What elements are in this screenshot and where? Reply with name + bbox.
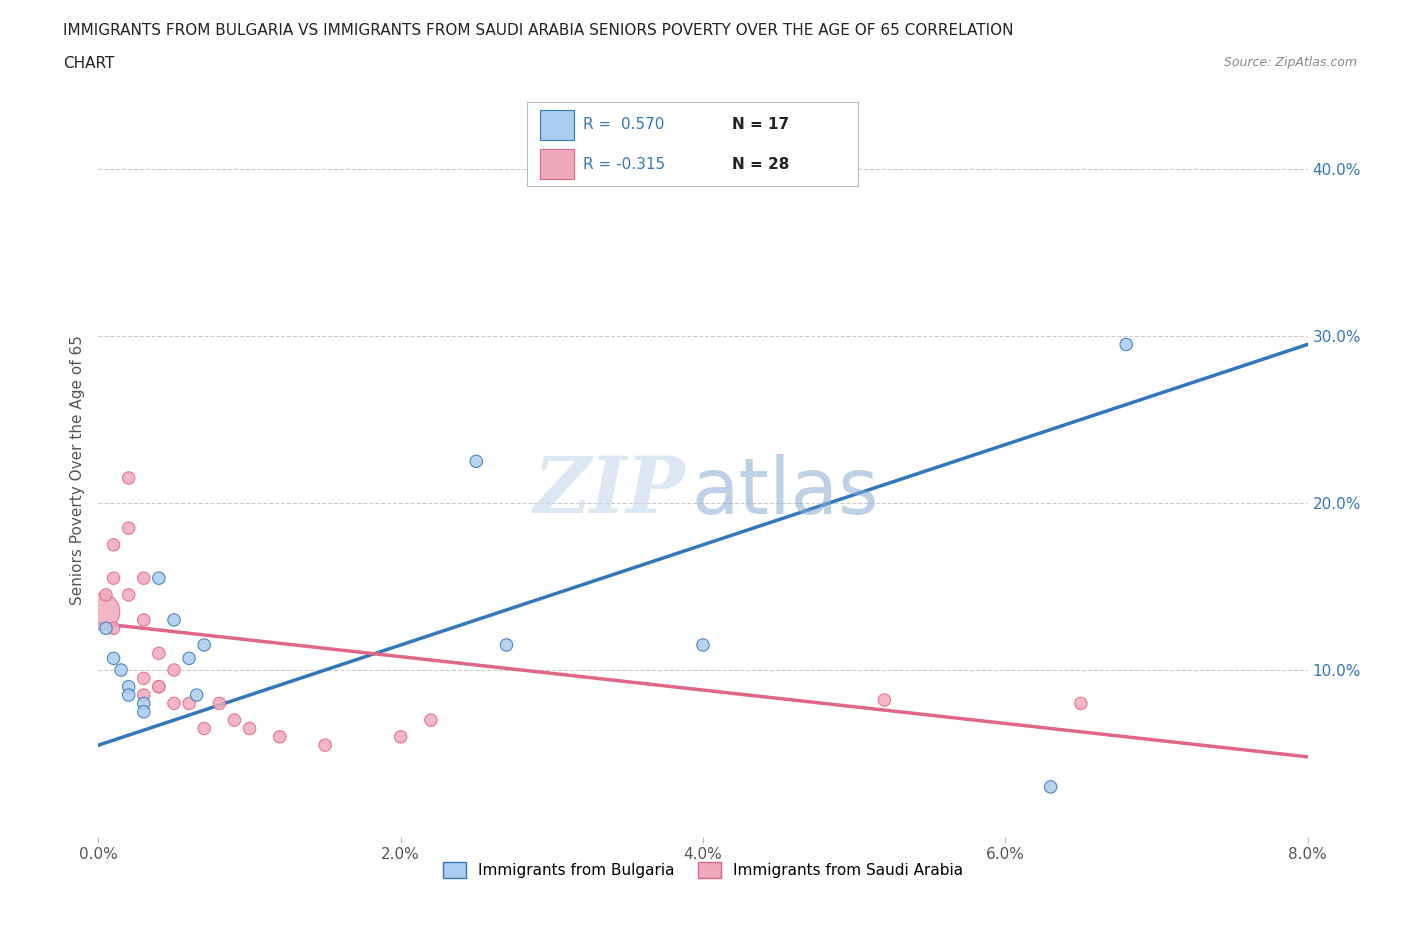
Point [1039, 779, 1062, 794]
Point [389, 729, 412, 744]
Point [118, 679, 141, 694]
Point [692, 638, 714, 653]
Legend: Immigrants from Bulgaria, Immigrants from Saudi Arabia: Immigrants from Bulgaria, Immigrants fro… [437, 857, 969, 884]
Point [94, 621, 117, 636]
Point [132, 687, 155, 702]
Text: N = 28: N = 28 [733, 157, 790, 172]
Point [118, 588, 141, 603]
Point [148, 571, 170, 586]
Point [186, 687, 208, 702]
Point [103, 571, 125, 586]
Text: CHART: CHART [63, 56, 115, 71]
Point [103, 538, 125, 552]
Point [193, 721, 215, 736]
Text: R = -0.315: R = -0.315 [583, 157, 665, 172]
Point [148, 679, 170, 694]
Text: N = 17: N = 17 [733, 117, 789, 132]
Point [163, 696, 186, 711]
Point [163, 662, 186, 677]
Point [1115, 337, 1137, 352]
Point [179, 696, 201, 711]
Bar [540, 110, 574, 140]
Text: R =  0.570: R = 0.570 [583, 117, 665, 132]
Point [239, 721, 262, 736]
Text: IMMIGRANTS FROM BULGARIA VS IMMIGRANTS FROM SAUDI ARABIA SENIORS POVERTY OVER TH: IMMIGRANTS FROM BULGARIA VS IMMIGRANTS F… [63, 23, 1014, 38]
Point [179, 651, 201, 666]
Point [110, 662, 132, 677]
Point [148, 646, 170, 661]
Point [132, 571, 155, 586]
Point [420, 712, 443, 727]
Point [132, 613, 155, 628]
Point [224, 712, 246, 727]
Point [94, 588, 117, 603]
Point [90, 604, 112, 619]
Point [1070, 696, 1092, 711]
Point [118, 471, 141, 485]
Point [495, 638, 517, 653]
Point [103, 621, 125, 636]
Text: ZIP: ZIP [533, 454, 685, 530]
Bar [540, 149, 574, 179]
Point [465, 454, 488, 469]
Point [132, 671, 155, 685]
Point [118, 687, 141, 702]
Text: Source: ZipAtlas.com: Source: ZipAtlas.com [1223, 56, 1357, 69]
Point [132, 696, 155, 711]
Point [873, 693, 896, 708]
Point [163, 613, 186, 628]
Point [193, 638, 215, 653]
Point [118, 521, 141, 536]
Point [103, 651, 125, 666]
Y-axis label: Seniors Poverty Over the Age of 65: Seniors Poverty Over the Age of 65 [69, 335, 84, 604]
Point [314, 737, 336, 752]
Point [269, 729, 291, 744]
Point [132, 704, 155, 719]
Point [208, 696, 231, 711]
Text: atlas: atlas [690, 454, 879, 530]
Point [148, 679, 170, 694]
